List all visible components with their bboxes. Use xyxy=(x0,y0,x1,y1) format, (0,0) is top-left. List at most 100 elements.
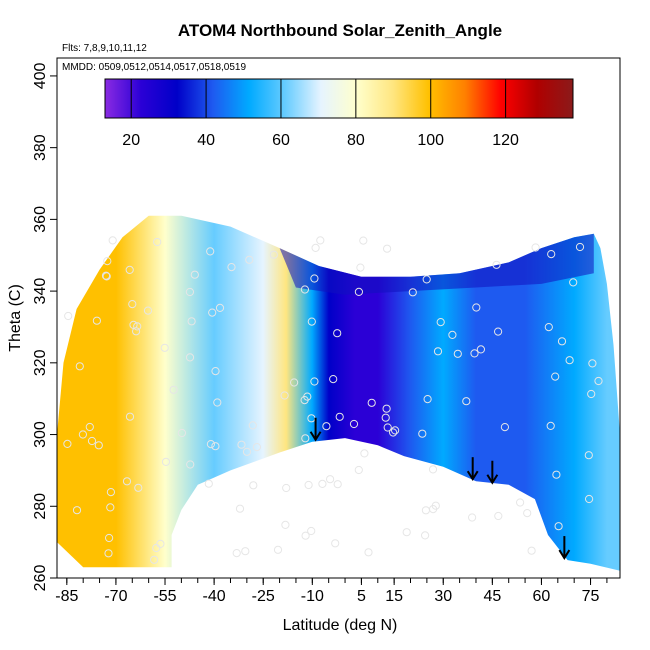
observation-point xyxy=(177,428,186,438)
observation-point xyxy=(106,503,115,512)
observation-point xyxy=(587,389,596,399)
observation-point xyxy=(185,353,195,362)
observation-point xyxy=(125,265,134,274)
y-tick-label: 380 xyxy=(32,134,49,161)
observation-point xyxy=(423,395,432,404)
chart-title: ATOM4 Northbound Solar_Zenith_Angle xyxy=(178,21,502,40)
observation-point xyxy=(349,419,359,429)
observation-point xyxy=(252,443,261,452)
observation-point xyxy=(94,441,103,450)
observation-point xyxy=(300,285,309,294)
observation-point xyxy=(105,533,114,543)
observation-point xyxy=(269,250,278,259)
observation-point xyxy=(367,398,376,407)
colorbar-tick-label: 80 xyxy=(347,132,365,149)
observation-point xyxy=(186,460,195,469)
observation-point xyxy=(422,275,431,284)
observation-point xyxy=(492,260,501,269)
observation-point xyxy=(551,372,560,381)
y-tick-label: 300 xyxy=(32,421,49,448)
observation-point xyxy=(280,391,289,400)
observation-point xyxy=(249,481,258,490)
observation-point xyxy=(418,429,427,438)
observation-point xyxy=(389,428,398,437)
observation-point xyxy=(213,398,222,407)
observation-point xyxy=(78,430,88,439)
observation-point xyxy=(128,300,137,309)
observation-point xyxy=(575,242,585,252)
observation-point xyxy=(552,470,561,479)
observation-point xyxy=(273,545,283,554)
observation-point xyxy=(143,306,153,315)
observation-point xyxy=(160,343,169,352)
down-arrow-icon xyxy=(466,457,479,482)
colorbar-tick-label: 40 xyxy=(197,132,215,149)
observation-point xyxy=(133,322,142,331)
observation-point xyxy=(354,465,363,475)
observation-point xyxy=(101,271,111,280)
observation-point xyxy=(431,501,440,510)
observation-point xyxy=(547,250,556,259)
observation-point xyxy=(476,345,485,354)
observation-point xyxy=(87,436,97,446)
y-tick-label: 260 xyxy=(32,565,49,592)
colorbar-tick-label: 120 xyxy=(492,132,519,149)
observation-point xyxy=(433,347,443,356)
observation-point xyxy=(108,236,117,245)
observation-point xyxy=(190,270,199,279)
observation-point xyxy=(152,543,161,553)
y-tick-label: 280 xyxy=(32,493,49,520)
observation-point xyxy=(326,475,335,484)
observation-point xyxy=(206,247,215,256)
observation-point xyxy=(211,442,220,451)
observation-point xyxy=(500,423,509,432)
observation-point xyxy=(169,385,178,394)
observation-point xyxy=(290,378,299,387)
y-tick-label: 320 xyxy=(32,349,49,376)
observation-point xyxy=(208,308,217,317)
x-tick-label: -10 xyxy=(301,588,324,605)
flights-note: Flts: 7,8,9,10,11,12 xyxy=(62,43,147,54)
observation-point xyxy=(359,236,368,245)
x-tick-label: -25 xyxy=(252,588,275,605)
observation-point xyxy=(153,237,162,247)
observation-point xyxy=(64,311,73,321)
y-tick-label: 360 xyxy=(32,206,49,233)
observation-point xyxy=(245,255,254,264)
observation-point xyxy=(494,327,503,336)
observation-point xyxy=(134,483,143,492)
observation-point xyxy=(391,426,400,435)
observation-point xyxy=(333,329,342,338)
down-arrow-icon xyxy=(486,460,499,485)
colorbar-tick-label: 20 xyxy=(122,132,140,149)
observation-point xyxy=(282,483,291,493)
observation-point xyxy=(408,288,417,297)
observation-point xyxy=(523,508,532,518)
colorbar-tick-label: 100 xyxy=(417,132,444,149)
observation-point xyxy=(227,263,236,272)
x-axis: -85 -70 -55 -40 -25 -10 5 15 30 45 60 75 xyxy=(55,578,608,605)
observation-point xyxy=(301,531,310,540)
observation-point xyxy=(322,422,331,431)
x-tick-label: -55 xyxy=(153,588,176,605)
observation-point xyxy=(150,555,159,564)
observation-point xyxy=(122,477,132,486)
observation-point xyxy=(565,356,574,365)
observation-point xyxy=(383,244,392,253)
observation-point xyxy=(187,317,196,326)
down-arrow-icon xyxy=(558,536,571,560)
x-tick-label: 30 xyxy=(434,588,452,605)
observation-point xyxy=(318,479,327,488)
observation-point xyxy=(383,423,392,432)
observation-point xyxy=(63,439,72,448)
x-tick-label: -70 xyxy=(104,588,127,605)
observation-point xyxy=(468,513,477,522)
plot-frame xyxy=(56,57,621,579)
observation-point xyxy=(104,549,113,558)
observation-point xyxy=(72,506,82,515)
observation-point xyxy=(453,349,462,358)
observation-point xyxy=(185,287,194,297)
observation-point xyxy=(215,303,225,312)
observation-point xyxy=(472,303,481,312)
observation-point xyxy=(588,359,597,368)
